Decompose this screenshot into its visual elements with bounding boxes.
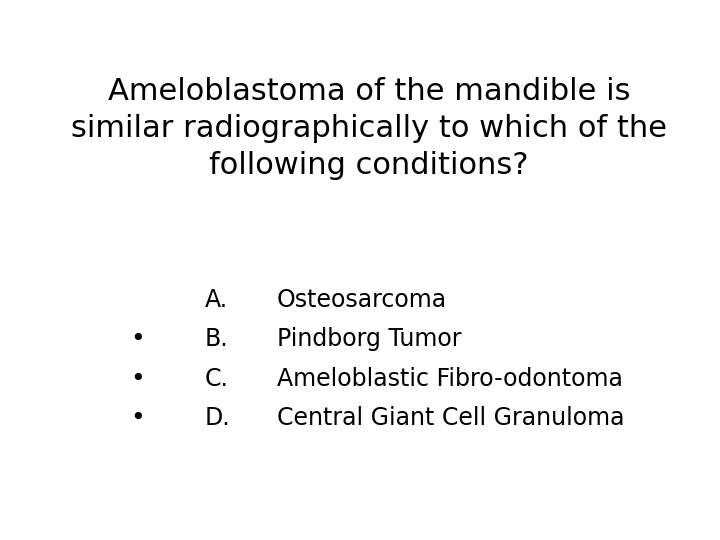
Text: Ameloblastic Fibro-odontoma: Ameloblastic Fibro-odontoma [277, 367, 623, 391]
Text: Central Giant Cell Granuloma: Central Giant Cell Granuloma [277, 406, 624, 430]
Text: •: • [130, 367, 145, 391]
Text: A.: A. [204, 288, 228, 312]
Text: •: • [130, 327, 145, 351]
Text: C.: C. [204, 367, 228, 391]
Text: B.: B. [204, 327, 228, 351]
Text: •: • [130, 406, 145, 430]
Text: Osteosarcoma: Osteosarcoma [277, 288, 447, 312]
Text: Pindborg Tumor: Pindborg Tumor [277, 327, 462, 351]
Text: D.: D. [204, 406, 230, 430]
Text: Ameloblastoma of the mandible is
similar radiographically to which of the
follow: Ameloblastoma of the mandible is similar… [71, 77, 667, 180]
